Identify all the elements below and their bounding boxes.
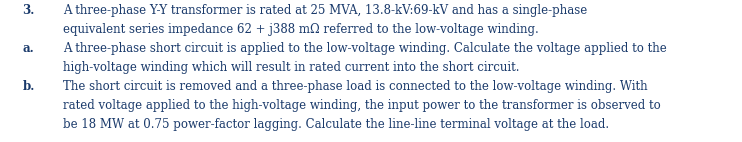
- Text: 3.: 3.: [22, 4, 35, 17]
- Text: The short circuit is removed and a three-phase load is connected to the low-volt: The short circuit is removed and a three…: [63, 80, 648, 93]
- Text: a.: a.: [22, 42, 34, 55]
- Text: b.: b.: [22, 80, 35, 93]
- Text: be 18 MW at 0.75 power-factor lagging. Calculate the line-line terminal voltage : be 18 MW at 0.75 power-factor lagging. C…: [63, 118, 609, 131]
- Text: A three-phase Y-Y transformer is rated at 25 MVA, 13.8-kV:69-kV and has a single: A three-phase Y-Y transformer is rated a…: [63, 4, 588, 17]
- Text: A three-phase short circuit is applied to the low-voltage winding. Calculate the: A three-phase short circuit is applied t…: [63, 42, 667, 55]
- Text: high-voltage winding which will result in rated current into the short circuit.: high-voltage winding which will result i…: [63, 61, 519, 74]
- Text: rated voltage applied to the high-voltage winding, the input power to the transf: rated voltage applied to the high-voltag…: [63, 99, 661, 112]
- Text: equivalent series impedance 62 + j388 mΩ referred to the low-voltage winding.: equivalent series impedance 62 + j388 mΩ…: [63, 23, 539, 36]
